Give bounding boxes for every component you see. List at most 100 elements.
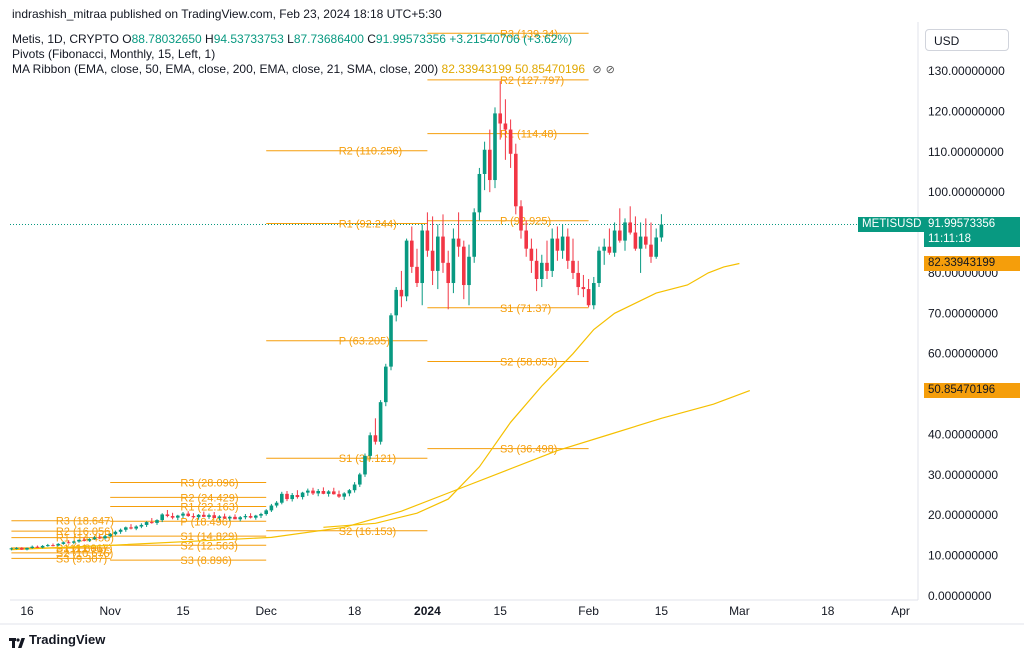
pivot-label: S2 (10.676): [56, 548, 113, 560]
x-tick-label: 18: [348, 604, 362, 618]
candle-body: [633, 232, 638, 249]
y-axis: 0.00000000 10.00000000 20.00000000 30.00000…: [928, 64, 1005, 603]
x-tick-label: 15: [655, 604, 669, 618]
ma-value-2: 50.85470196: [514, 62, 586, 76]
ma-ribbon-legend[interactable]: MA Ribbon (EMA, close, 50, EMA, close, 2…: [12, 62, 615, 77]
last-price: 91.99573356: [928, 218, 996, 230]
currency-button[interactable]: USD: [925, 29, 1009, 51]
candle-body: [202, 514, 206, 517]
pivots-legend[interactable]: Pivots (Fibonacci, Monthly, 15, Left, 1): [12, 47, 216, 61]
candle-body: [332, 491, 336, 495]
candle-body: [92, 537, 97, 540]
x-tick-label: 2024: [414, 604, 441, 618]
candle-body: [581, 287, 586, 290]
change-value: +3.21540706 (+3.62%): [449, 32, 573, 46]
tradingview-logo[interactable]: TradingView: [9, 632, 106, 648]
candle-body: [389, 315, 393, 367]
candle-body: [9, 548, 14, 550]
candle-body: [420, 230, 424, 284]
candle-body: [300, 492, 305, 498]
ma-value-1: 82.33943199: [441, 62, 512, 76]
x-tick-label: 15: [176, 604, 190, 618]
candle-body: [560, 236, 565, 251]
hide-icon-2[interactable]: ⊘: [605, 64, 615, 76]
candle-body: [295, 495, 300, 498]
candle-body: [98, 537, 102, 539]
pivot-label: S2 (16.153): [339, 526, 396, 538]
pivot-label: R2 (110.256): [339, 146, 402, 158]
close-label: C: [367, 32, 376, 46]
hide-icon[interactable]: ⊘: [592, 64, 602, 76]
candle-body: [259, 514, 263, 516]
candle-body: [186, 513, 190, 517]
candle-body: [103, 536, 107, 539]
candle-body: [378, 402, 383, 442]
candle-body: [108, 534, 112, 537]
candle-body: [347, 490, 352, 494]
x-tick-label: 15: [494, 604, 508, 618]
candle-body: [404, 240, 409, 297]
candle-body: [488, 149, 492, 181]
candle-body: [363, 455, 367, 475]
candle-body: [264, 510, 268, 515]
y-tick-label: 100.00000000: [928, 185, 1005, 199]
candle-body: [571, 260, 575, 273]
candle-body: [176, 515, 180, 518]
candle-body: [540, 262, 544, 279]
candle-body: [77, 539, 81, 542]
candle-body: [139, 524, 144, 527]
candle-body: [326, 491, 331, 494]
bar-countdown: 11:11:18: [928, 233, 972, 245]
candle-body: [274, 502, 279, 506]
y-tick-label: 30.00000000: [928, 468, 998, 482]
candle-body: [248, 516, 253, 518]
candle-body: [25, 547, 29, 550]
candle-body: [503, 123, 508, 130]
candle-body: [191, 516, 196, 518]
candle-body: [482, 149, 487, 174]
candle-body: [238, 517, 242, 520]
y-tick-label: 120.00000000: [928, 104, 1005, 118]
pivot-label: P (92.925): [500, 216, 551, 228]
high-label: H: [205, 32, 214, 46]
candle-body: [508, 129, 513, 154]
low-label: L: [287, 32, 294, 46]
candle-body: [441, 236, 445, 263]
candle-body: [425, 230, 430, 251]
candle-body: [51, 545, 55, 547]
candle-body: [196, 514, 201, 518]
candle-body: [35, 546, 40, 548]
candle-body: [410, 240, 414, 267]
candle-body: [555, 238, 560, 251]
y-tick-label: 130.00000000: [928, 64, 1005, 78]
candle-body: [150, 522, 154, 524]
candle-body: [290, 495, 294, 500]
candle-body: [394, 289, 398, 316]
x-tick-label: Apr: [891, 604, 910, 618]
candle-body: [66, 542, 71, 544]
candle-body: [529, 248, 534, 261]
y-tick-label: 20.00000000: [928, 508, 998, 522]
candle-body: [498, 113, 502, 124]
candle-body: [207, 515, 211, 517]
pivot-label: P (18.496): [180, 516, 231, 528]
candle-body: [524, 230, 528, 249]
ma-ribbon: [11, 262, 751, 551]
ma-ribbon-title: MA Ribbon (EMA, close, 50, EMA, close, 2…: [12, 62, 439, 76]
candle-body: [623, 222, 627, 241]
y-tick-label: 10.00000000: [928, 549, 998, 563]
candle-body: [472, 212, 476, 257]
candle-body: [61, 542, 66, 544]
symbol-legend[interactable]: Metis, 1D, CRYPTO O88.78032650 H94.53733…: [12, 32, 572, 46]
pivot-label: R2 (127.797): [500, 75, 564, 87]
open-label: O: [122, 32, 132, 46]
tradingview-brand: TradingView: [29, 632, 106, 647]
y-tick-label: 70.00000000: [928, 306, 998, 320]
candle-body: [368, 435, 372, 456]
candle-body: [384, 366, 388, 403]
pivot-label: S1 (71.37): [500, 303, 551, 315]
high-value: 94.53733753: [213, 32, 284, 46]
candle-body: [222, 516, 227, 519]
candle-body: [415, 266, 419, 284]
